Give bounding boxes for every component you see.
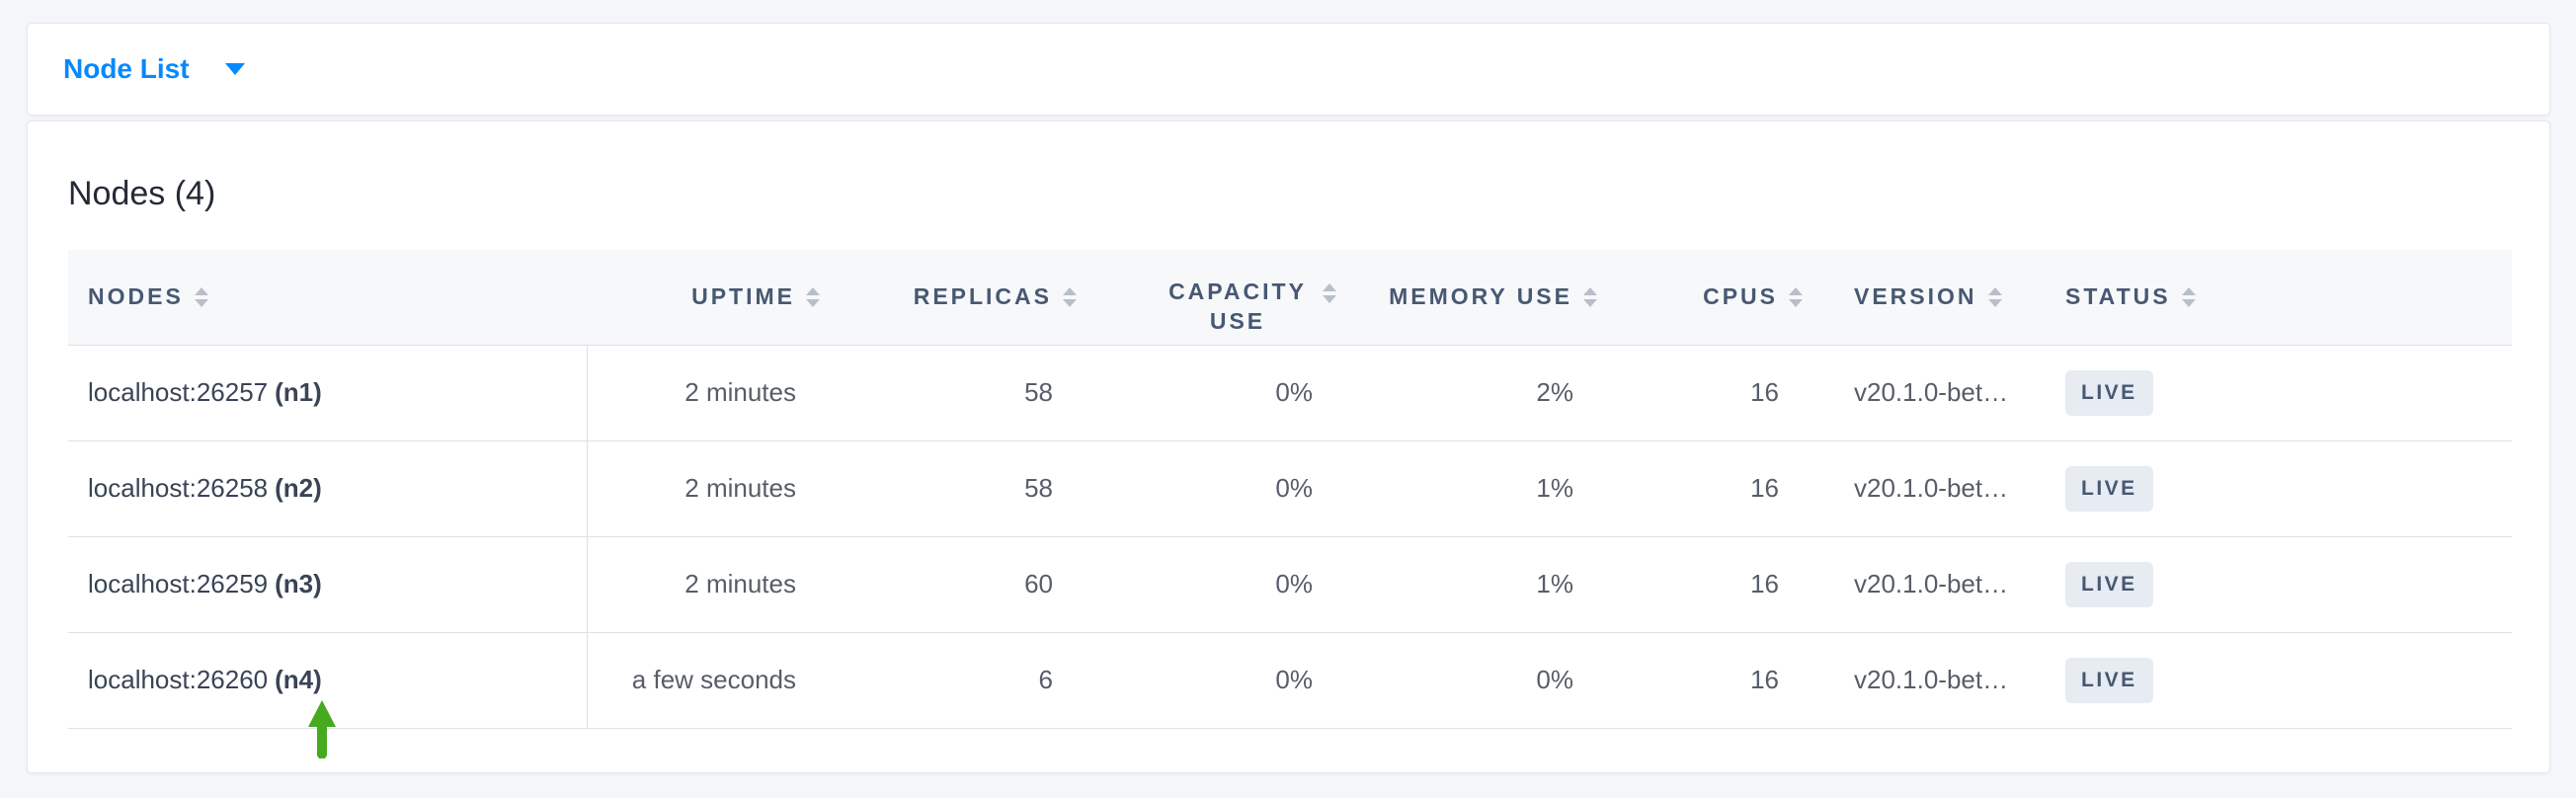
cpus-cell: 16 bbox=[1629, 632, 1834, 729]
memory-use-cell: 1% bbox=[1368, 536, 1629, 633]
version-cell: v20.1.0-bet… bbox=[1834, 440, 2040, 537]
column-label: STATUS bbox=[2065, 283, 2171, 310]
table-row[interactable]: localhost:26257 (n1) 2 minutes 58 0% 2% 1… bbox=[68, 345, 2512, 441]
sort-arrows-icon[interactable] bbox=[1583, 286, 1597, 307]
replicas-cell: 60 bbox=[851, 536, 1108, 633]
column-label: REPLICAS bbox=[913, 283, 1052, 310]
node-list-dropdown-label: Node List bbox=[63, 53, 190, 84]
uptime-cell: a few seconds bbox=[587, 632, 851, 729]
node-list-dropdown[interactable]: Node List bbox=[63, 53, 245, 85]
capacity-use-cell: 0% bbox=[1108, 345, 1368, 441]
sort-arrows-icon[interactable] bbox=[194, 286, 208, 307]
uptime-cell: 2 minutes bbox=[587, 536, 851, 633]
node-id: (n3) bbox=[275, 569, 322, 598]
replicas-cell: 58 bbox=[851, 345, 1108, 441]
node-id: (n2) bbox=[275, 473, 322, 503]
sort-arrows-icon[interactable] bbox=[1323, 283, 1336, 304]
status-badge: LIVE bbox=[2065, 369, 2153, 416]
column-header-capacity-use[interactable]: CAPACITY USE bbox=[1108, 250, 1368, 346]
sort-arrows-icon[interactable] bbox=[806, 286, 820, 307]
sort-arrows-icon[interactable] bbox=[1063, 286, 1077, 307]
sort-arrows-icon[interactable] bbox=[1789, 286, 1803, 307]
uptime-cell: 2 minutes bbox=[587, 440, 851, 537]
node-address: localhost:26260 bbox=[88, 665, 269, 694]
node-cell[interactable]: localhost:26259 (n3) bbox=[68, 536, 588, 633]
status-badge: LIVE bbox=[2065, 657, 2153, 703]
replicas-cell: 6 bbox=[851, 632, 1108, 729]
column-label: CAPACITY USE bbox=[1168, 279, 1307, 335]
green-up-arrow-annotation bbox=[308, 700, 336, 758]
column-header-cpus[interactable]: CPUS bbox=[1629, 250, 1834, 346]
column-label: MEMORY USE bbox=[1389, 283, 1572, 310]
capacity-use-cell: 0% bbox=[1108, 440, 1368, 537]
cpus-cell: 16 bbox=[1629, 440, 1834, 537]
status-badge: LIVE bbox=[2065, 561, 2153, 607]
node-address: localhost:26258 bbox=[88, 473, 269, 503]
column-header-replicas[interactable]: REPLICAS bbox=[851, 250, 1108, 346]
caret-down-icon bbox=[224, 63, 245, 75]
memory-use-cell: 0% bbox=[1368, 632, 1629, 729]
nodes-card: Nodes (4) NODES UPTIME bbox=[27, 120, 2550, 773]
node-address: localhost:26259 bbox=[88, 569, 269, 598]
capacity-use-cell: 0% bbox=[1108, 632, 1368, 729]
column-header-version[interactable]: VERSION bbox=[1834, 250, 2040, 346]
table-row[interactable]: localhost:26258 (n2) 2 minutes 58 0% 1% 1… bbox=[68, 440, 2512, 537]
nodes-table: NODES UPTIME REPLICAS bbox=[68, 250, 2512, 729]
page-title: Nodes (4) bbox=[68, 175, 216, 212]
version-cell: v20.1.0-bet… bbox=[1834, 632, 2040, 729]
table-header-row: NODES UPTIME REPLICAS bbox=[68, 250, 2512, 346]
node-cell[interactable]: localhost:26258 (n2) bbox=[68, 440, 588, 537]
cpus-cell: 16 bbox=[1629, 536, 1834, 633]
column-header-uptime[interactable]: UPTIME bbox=[587, 250, 851, 346]
memory-use-cell: 2% bbox=[1368, 345, 1629, 441]
table-row[interactable]: localhost:26259 (n3) 2 minutes 60 0% 1% 1… bbox=[68, 536, 2512, 633]
status-cell: LIVE bbox=[2040, 345, 2512, 441]
status-badge: LIVE bbox=[2065, 465, 2153, 512]
node-address: localhost:26257 bbox=[88, 377, 269, 407]
column-label: UPTIME bbox=[691, 283, 795, 310]
replicas-cell: 58 bbox=[851, 440, 1108, 537]
column-label: VERSION bbox=[1854, 283, 1977, 310]
version-cell: v20.1.0-bet… bbox=[1834, 345, 2040, 441]
table-row[interactable]: localhost:26260 (n4) a few seconds 6 0% 0… bbox=[68, 632, 2512, 729]
column-label: CPUS bbox=[1703, 283, 1778, 310]
cpus-cell: 16 bbox=[1629, 345, 1834, 441]
column-header-status[interactable]: STATUS bbox=[2040, 250, 2512, 346]
topbar-card: Node List bbox=[27, 23, 2550, 116]
node-id: (n1) bbox=[275, 377, 322, 407]
status-cell: LIVE bbox=[2040, 440, 2512, 537]
version-cell: v20.1.0-bet… bbox=[1834, 536, 2040, 633]
status-cell: LIVE bbox=[2040, 536, 2512, 633]
column-header-nodes[interactable]: NODES bbox=[68, 250, 587, 346]
uptime-cell: 2 minutes bbox=[587, 345, 851, 441]
node-cell[interactable]: localhost:26257 (n1) bbox=[68, 345, 588, 441]
column-header-memory-use[interactable]: MEMORY USE bbox=[1368, 250, 1629, 346]
column-label: NODES bbox=[88, 283, 184, 310]
sort-arrows-icon[interactable] bbox=[1987, 286, 2002, 307]
capacity-use-cell: 0% bbox=[1108, 536, 1368, 633]
status-cell: LIVE bbox=[2040, 632, 2512, 729]
node-id: (n4) bbox=[275, 665, 322, 694]
sort-arrows-icon[interactable] bbox=[2181, 286, 2196, 307]
memory-use-cell: 1% bbox=[1368, 440, 1629, 537]
